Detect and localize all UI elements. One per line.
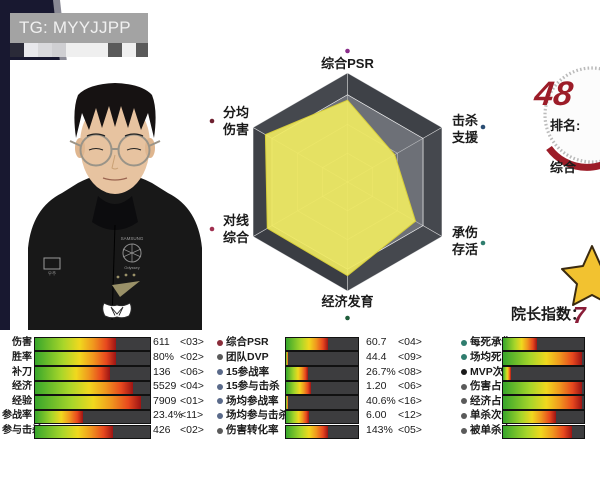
svg-text:承伤: 承伤 bbox=[452, 225, 478, 240]
svg-text:经济发育: 经济发育 bbox=[321, 294, 373, 309]
svg-text:48: 48 bbox=[531, 75, 575, 113]
svg-text:击杀: 击杀 bbox=[452, 113, 478, 128]
svg-text:综合: 综合 bbox=[550, 160, 577, 175]
svg-text:综合: 综合 bbox=[223, 230, 250, 245]
svg-text:支援: 支援 bbox=[451, 130, 479, 145]
svg-text:7: 7 bbox=[573, 302, 587, 328]
svg-text:综合PSR: 综合PSR bbox=[321, 56, 374, 71]
svg-text:分均: 分均 bbox=[223, 105, 249, 120]
svg-text:存活: 存活 bbox=[452, 242, 478, 257]
svg-text:排名:: 排名: bbox=[550, 118, 580, 133]
svg-text:伤害: 伤害 bbox=[222, 122, 249, 137]
svg-text:对线: 对线 bbox=[223, 213, 249, 228]
